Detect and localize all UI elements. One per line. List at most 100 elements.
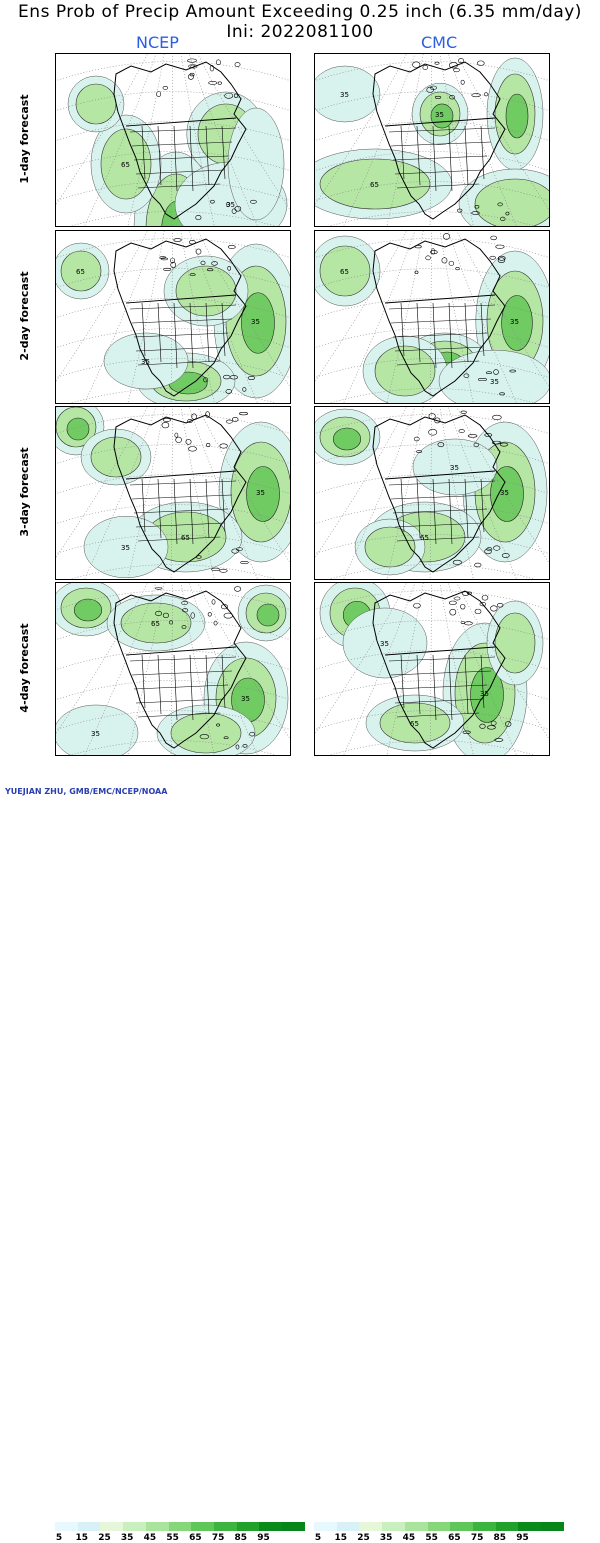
coastline [372,590,506,749]
legend-swatch [191,1522,215,1531]
graticule [315,54,549,226]
coastline [372,238,506,397]
graticule [315,583,549,755]
precip-probability-shading [319,583,544,755]
contour-label: 35 [91,730,100,738]
contour-label: 35 [450,464,459,472]
contour-label: 65 [121,161,130,169]
islands [413,591,512,742]
contour-labels: 35 65 35 [121,489,265,552]
legend-tick-label: 95 [516,1533,529,1543]
political-borders [384,294,496,369]
contour-labels: 35 65 35 [340,91,444,189]
legend-tick-label: 25 [98,1533,111,1543]
islands [155,586,255,750]
init-time: Ini: 2022081100 [226,22,374,42]
legend-swatch [336,1522,360,1531]
row-label: 3-day forecast [18,447,31,537]
legend-tick-label: 5 [314,1533,322,1543]
legend-swatch [427,1522,451,1531]
contour-label: 65 [340,268,349,276]
legend-tick-label: 25 [357,1533,370,1543]
contour-labels: 35 65 35 [91,620,250,738]
legend-swatch [382,1522,405,1531]
legend-swatch [282,1522,305,1531]
legend-swatch [236,1522,260,1531]
legend-swatch [473,1522,496,1531]
contour-label: 35 [435,111,444,119]
islands [412,58,510,221]
political-borders [384,117,496,192]
legend-tick-label: 85 [493,1533,507,1543]
contour-label: 35 [490,378,499,386]
forecast-map-panel-cmc-day4: 35 65 35 [314,582,550,756]
graticule [315,231,549,403]
forecast-map-panel-cmc-day3: 35 65 35 [314,406,550,580]
contour-label: 65 [370,181,379,189]
contour-labels: 35 65 35 [340,268,519,386]
precip-probability-shading [315,235,549,403]
contour-label: 35 [500,489,509,497]
contour-label: 65 [151,620,160,628]
legend-swatch [145,1522,169,1531]
precip-probability-shading [56,242,290,403]
coastline [113,590,247,749]
legend-swatch [77,1522,101,1531]
legend-tick-label: 5 [55,1533,63,1543]
legend-swatch [495,1522,519,1531]
legend-tick-label: 35 [379,1533,393,1543]
graticule [56,583,290,755]
political-borders [125,470,237,545]
legend-tick-label: 75 [211,1533,225,1543]
political-borders [125,117,237,192]
legend-tick-label: 75 [470,1533,484,1543]
political-borders [125,646,237,721]
contour-label: 35 [141,358,150,366]
model-label-cmc: CMC [421,33,458,52]
map-title: Ens Prob of Precip Amount Exceeding 0.25… [18,2,582,22]
graticule [315,407,549,579]
legend-tick-label: 15 [334,1533,347,1543]
contour-label: 35 [510,318,519,326]
legend-swatch [541,1522,564,1531]
row-label: 2-day forecast [18,271,31,361]
row-label: 4-day forecast [18,623,31,713]
islands [414,233,516,396]
legend-swatch [359,1522,383,1531]
legend-swatch [259,1522,283,1531]
coastline [113,61,247,220]
legend-tick-label: 65 [189,1533,202,1543]
contour-label: 35 [256,489,265,497]
precip-probability-shading [56,583,290,755]
legend-tick-label: 55 [166,1533,179,1543]
legend-swatch [55,1522,78,1531]
legend-swatch [518,1522,542,1531]
forecast-map-panel-ncep-day2: 35 65 35 [55,230,291,404]
coastline [113,238,247,397]
credit-line: YUEJIAN ZHU, GMB/EMC/NCEP/NOAA [5,787,168,796]
legend-colorbar-right [314,1522,564,1531]
contour-label: 35 [241,695,250,703]
legend-swatch [314,1522,337,1531]
legend-tick-label: 55 [425,1533,438,1543]
graticule [56,54,290,226]
coastline [372,414,506,573]
legend-swatch [450,1522,474,1531]
contour-label: 65 [181,534,190,542]
legend-tick-label: 95 [257,1533,270,1543]
contour-label: 35 [121,544,130,552]
legend-tick-label: 85 [234,1533,248,1543]
legend-tick-label: 15 [75,1533,88,1543]
forecast-map-panel-ncep-day3: 35 65 35 [55,406,291,580]
forecast-map-panel-ncep-day4: 35 65 35 [55,582,291,756]
islands [156,58,257,221]
contour-label: 35 [226,201,235,209]
contour-label: 35 [340,91,349,99]
contour-label: 65 [76,268,85,276]
political-borders [125,294,237,369]
